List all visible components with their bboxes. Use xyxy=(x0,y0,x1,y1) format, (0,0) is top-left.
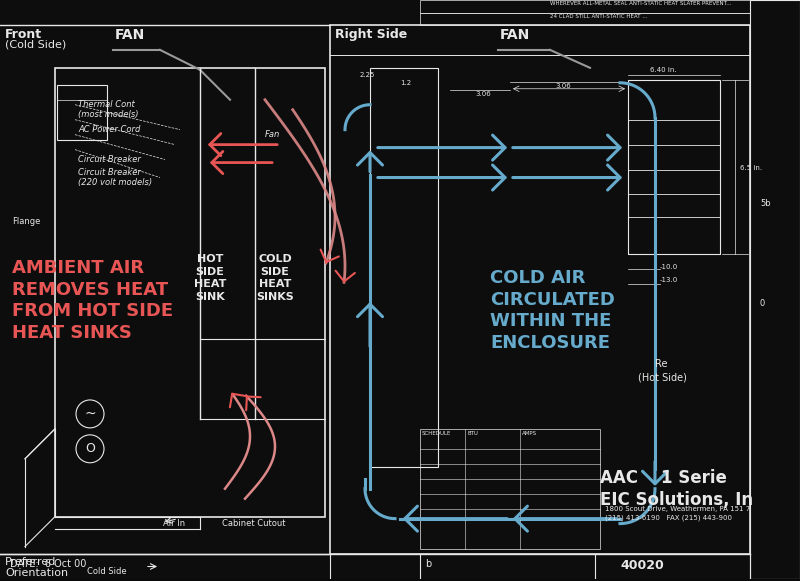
Bar xyxy=(628,80,720,254)
Text: Front: Front xyxy=(5,28,42,41)
Text: 6.5 in.: 6.5 in. xyxy=(740,164,762,171)
Text: 2.25: 2.25 xyxy=(360,72,375,78)
Text: 40020: 40020 xyxy=(620,558,664,572)
Bar xyxy=(55,68,325,517)
Text: (most models): (most models) xyxy=(78,110,138,119)
Bar xyxy=(750,0,800,579)
Text: Cabinet Cutout: Cabinet Cutout xyxy=(222,519,286,528)
Text: Air In: Air In xyxy=(163,519,185,528)
Text: Re: Re xyxy=(655,359,667,369)
Text: Preferred: Preferred xyxy=(5,557,56,566)
Text: 3.06: 3.06 xyxy=(555,83,570,89)
Text: Circuit Breaker: Circuit Breaker xyxy=(78,167,141,177)
Text: FAN: FAN xyxy=(500,28,530,42)
Text: -10.0: -10.0 xyxy=(660,264,678,270)
Text: 1800 Scout Drive, Weathermen, PA 151 7: 1800 Scout Drive, Weathermen, PA 151 7 xyxy=(605,505,750,512)
Bar xyxy=(420,13,750,25)
Text: (Cold Side): (Cold Side) xyxy=(5,40,66,50)
Text: O: O xyxy=(85,442,95,456)
Text: Thermal Cont: Thermal Cont xyxy=(78,100,134,109)
Text: 5b: 5b xyxy=(760,199,770,209)
Text: 1.2: 1.2 xyxy=(400,80,411,86)
Text: HOT
SIDE
HEAT
SINK: HOT SIDE HEAT SINK xyxy=(194,254,226,302)
Text: Fan: Fan xyxy=(265,130,280,139)
Text: SCHEDULE: SCHEDULE xyxy=(422,431,451,436)
Text: Orientation: Orientation xyxy=(5,568,68,579)
Text: AC Power Cord: AC Power Cord xyxy=(78,125,140,134)
Text: ~: ~ xyxy=(84,407,96,421)
Text: COLD
SIDE
HEAT
SINKS: COLD SIDE HEAT SINKS xyxy=(256,254,294,302)
Text: AMPS: AMPS xyxy=(522,431,537,436)
Bar xyxy=(57,85,107,139)
Text: 24 CLAD STILL ANTI-STATIC HEAT ...: 24 CLAD STILL ANTI-STATIC HEAT ... xyxy=(550,14,647,19)
Text: 6.40 in.: 6.40 in. xyxy=(650,67,677,73)
Text: (220 volt models): (220 volt models) xyxy=(78,178,152,187)
Text: AMBIENT AIR
REMOVES HEAT
FROM HOT SIDE
HEAT SINKS: AMBIENT AIR REMOVES HEAT FROM HOT SIDE H… xyxy=(12,259,173,342)
Bar xyxy=(370,68,438,467)
Text: BTU: BTU xyxy=(468,431,479,436)
Bar xyxy=(330,25,750,554)
Text: FAN: FAN xyxy=(115,28,146,42)
Bar xyxy=(420,0,750,13)
Text: -13.0: -13.0 xyxy=(660,277,678,284)
Text: COLD AIR
CIRCULATED
WITHIN THE
ENCLOSURE: COLD AIR CIRCULATED WITHIN THE ENCLOSURE xyxy=(490,269,615,352)
Text: Flange: Flange xyxy=(12,217,40,227)
Text: b: b xyxy=(425,558,431,569)
Text: Circuit Breaker: Circuit Breaker xyxy=(78,155,141,164)
Text: Cold Side: Cold Side xyxy=(87,566,126,576)
Text: WHEREVER ALL-METAL SEAL ANTI-STATIC HEAT SLATER PREVENT...: WHEREVER ALL-METAL SEAL ANTI-STATIC HEAT… xyxy=(550,1,731,6)
Text: 0: 0 xyxy=(760,299,766,308)
Text: AAC    1 Serie
EIC Solutions, In: AAC 1 Serie EIC Solutions, In xyxy=(600,469,753,509)
Text: 3.06: 3.06 xyxy=(475,91,490,97)
Text: Right Side: Right Side xyxy=(335,28,407,41)
Bar xyxy=(420,429,600,548)
Text: DATE:  6 Oct 00: DATE: 6 Oct 00 xyxy=(10,558,86,569)
Text: (Hot Side): (Hot Side) xyxy=(638,372,687,382)
Text: (215) 413-6190   FAX (215) 443-900: (215) 413-6190 FAX (215) 443-900 xyxy=(605,515,732,521)
